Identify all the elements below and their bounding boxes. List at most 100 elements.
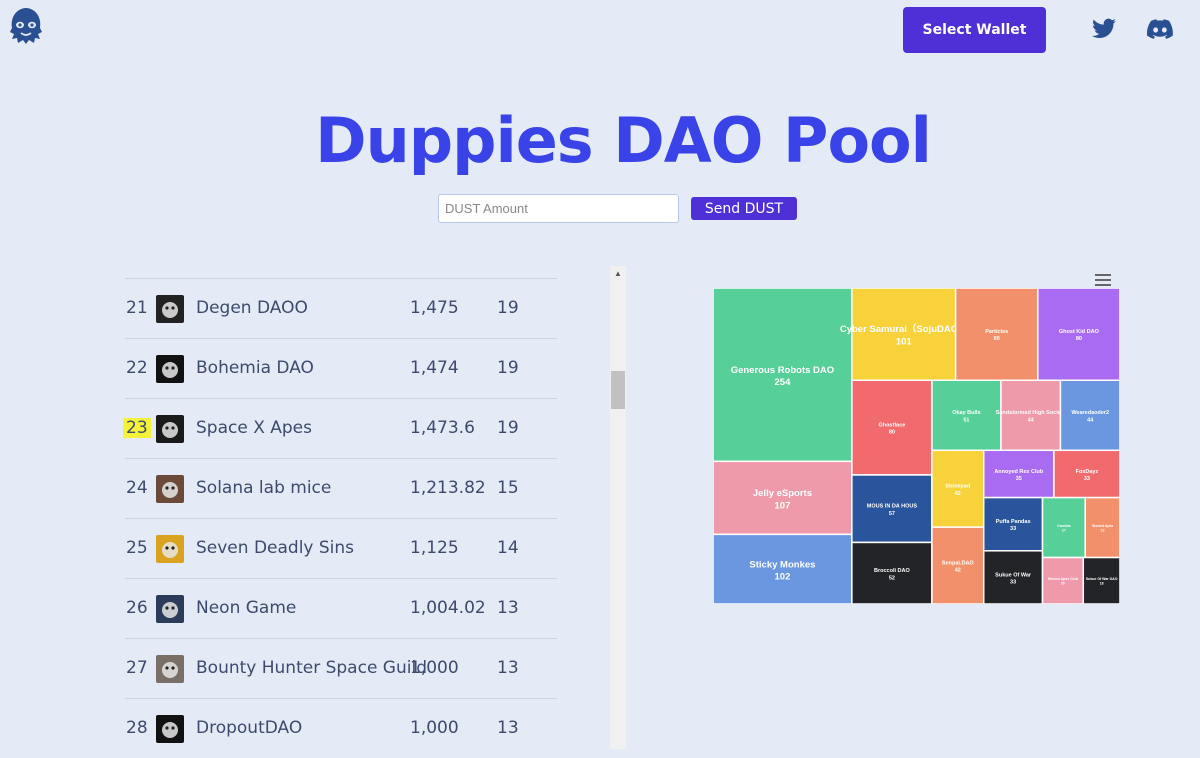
treemap-value: 33 <box>1010 579 1016 585</box>
treemap-cell[interactable]: Senpai.DAO 42 <box>931 526 985 604</box>
row-amount: 1,000 <box>410 718 459 738</box>
treemap-value: 18 <box>1100 582 1104 586</box>
treemap-rect <box>1082 556 1120 604</box>
page-title: Duppies DAO Pool <box>315 104 932 177</box>
select-wallet-button[interactable]: Select Wallet <box>903 7 1046 53</box>
treemap-value: 102 <box>775 572 791 583</box>
treemap-value: 51 <box>963 417 969 423</box>
treemap-label: Ghostface <box>878 423 905 429</box>
treemap-value: 33 <box>1010 526 1016 532</box>
leaderboard-row[interactable]: 25 Seven Deadly Sins 1,125 14 <box>125 518 557 578</box>
treemap-rect <box>1000 379 1062 452</box>
row-rank: 26 <box>126 598 148 618</box>
scroll-up-arrow-icon[interactable]: ▲ <box>614 269 622 278</box>
row-amount: 1,125 <box>410 538 459 558</box>
treemap-label: MOUS IN DA HOUS <box>867 504 918 510</box>
row-count: 19 <box>497 298 519 318</box>
row-rank: 25 <box>126 538 148 558</box>
leaderboard-row[interactable]: 28 DropoutDAO 1,000 13 <box>125 698 557 758</box>
row-count: 13 <box>497 598 519 618</box>
treemap-value: 254 <box>775 377 792 388</box>
leaderboard-list: 21 Degen DAOO 1,475 19 22 Bohemia DAO 1,474 19 2… <box>123 278 557 758</box>
row-rank: 24 <box>126 478 148 498</box>
treemap-value: 20 <box>1061 582 1065 586</box>
row-amount: 1,213.82 <box>410 478 486 498</box>
row-name: Space X Apes <box>196 418 312 438</box>
scroll-thumb[interactable] <box>611 371 625 409</box>
dust-amount-input[interactable] <box>438 194 679 223</box>
row-amount: 1,474 <box>410 358 459 378</box>
send-dust-button[interactable]: Send DUST <box>691 197 797 220</box>
treemap-value: 22 <box>1101 528 1105 532</box>
row-name: Bounty Hunter Space Guild <box>196 658 427 678</box>
treemap-value: 35 <box>1016 476 1022 482</box>
treemap-label: Annoyed Rex Club <box>994 469 1044 475</box>
treemap-label: Stonepad <box>945 484 970 490</box>
hamburger-menu-icon[interactable] <box>1095 274 1111 287</box>
row-rank: 22 <box>126 358 148 378</box>
treemap-rect <box>931 379 1002 452</box>
row-count: 19 <box>497 418 519 438</box>
treemap-rect <box>931 449 985 528</box>
treemap-cell[interactable]: Sticky Monkes 102 <box>713 533 853 604</box>
row-name: Neon Game <box>196 598 297 618</box>
treemap-value: 101 <box>896 337 913 348</box>
treemap-label: Broccoli DAO <box>874 568 910 574</box>
row-rank: 21 <box>126 298 148 318</box>
degen-daoo-avatar <box>156 295 184 323</box>
treemap-label: Generous Robots DAO <box>731 365 834 376</box>
leaderboard-row[interactable]: 21 Degen DAOO 1,475 19 <box>125 278 557 338</box>
treemap-label: Wearedaoder2 <box>1071 410 1109 416</box>
leaderboard-row[interactable]: 22 Bohemia DAO 1,474 19 <box>125 338 557 398</box>
bounty-hunter-avatar <box>156 655 184 683</box>
leaderboard-row[interactable]: 24 Solana lab mice 1,213.82 15 <box>125 458 557 518</box>
row-amount: 1,000 <box>410 658 459 678</box>
row-name: Solana lab mice <box>196 478 332 498</box>
treemap-label: Stoned Apes <box>1092 524 1113 528</box>
treemap-label: Senpai.DAO <box>942 560 975 566</box>
row-count: 13 <box>497 658 519 678</box>
row-count: 15 <box>497 478 519 498</box>
top-bar: Select Wallet <box>0 0 1200 60</box>
treemap-rect <box>1037 288 1120 382</box>
treemap-value: 27 <box>1062 528 1066 532</box>
treemap-value: 44 <box>1087 417 1094 423</box>
row-amount: 1,473.6 <box>410 418 475 438</box>
treemap-rect <box>713 288 853 463</box>
treemap-label: Ghost Kid DAO <box>1059 329 1100 335</box>
row-amount: 1,475 <box>410 298 459 318</box>
solana-lab-mice-avatar <box>156 475 184 503</box>
leaderboard-row[interactable]: 27 Bounty Hunter Space Guild 1,000 13 <box>125 638 557 698</box>
neon-game-avatar <box>156 595 184 623</box>
twitter-icon[interactable] <box>1090 16 1118 42</box>
treemap-label: Sukue Of War DAO <box>1086 577 1118 581</box>
treemap-cell[interactable]: Cyber Samurai（SojuDAO） 101 <box>840 288 968 382</box>
treemap-value: 57 <box>889 511 895 517</box>
ghost-logo-icon[interactable] <box>8 6 44 46</box>
leaderboard-row[interactable]: 26 Neon Game 1,004.02 13 <box>125 578 557 638</box>
treemap-rect <box>851 288 957 382</box>
list-scrollbar[interactable]: ▲ <box>610 266 626 749</box>
discord-icon[interactable] <box>1146 16 1174 42</box>
treemap-label: Stoned Apes Club <box>1048 577 1078 581</box>
leaderboard-row[interactable]: 23 Space X Apes 1,473.6 19 <box>123 398 557 458</box>
